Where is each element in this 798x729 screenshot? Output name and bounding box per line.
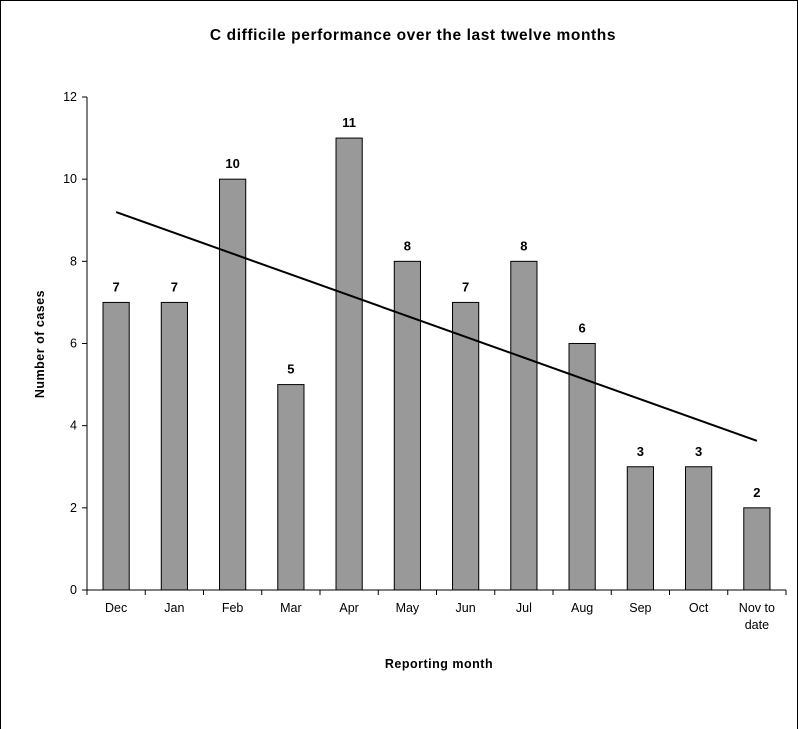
x-tick-label: Feb	[222, 601, 244, 615]
data-label: 8	[404, 238, 411, 253]
y-tick-label: 4	[70, 419, 77, 433]
x-tick-label: Jun	[456, 601, 476, 615]
y-tick-label: 0	[70, 583, 77, 597]
bar	[743, 507, 771, 591]
bar	[510, 260, 538, 591]
x-tick-label: Nov to date	[739, 601, 775, 632]
data-label: 3	[695, 444, 702, 459]
bar	[335, 137, 363, 591]
bar	[626, 466, 654, 591]
data-label: 5	[287, 362, 294, 377]
x-tick-label: May	[396, 601, 420, 615]
y-tick-label: 8	[70, 254, 77, 268]
data-label: 6	[579, 321, 586, 336]
data-label: 11	[342, 115, 356, 130]
bar	[685, 466, 713, 591]
data-label: 2	[753, 485, 760, 500]
data-label: 7	[462, 279, 469, 294]
y-tick-label: 12	[63, 90, 77, 104]
bar	[452, 301, 480, 591]
bar	[219, 178, 247, 591]
x-tick-label: Oct	[689, 601, 709, 615]
chart-title: C difficile performance over the last tw…	[210, 27, 616, 44]
data-label: 7	[171, 279, 178, 294]
x-tick-label: Apr	[339, 601, 358, 615]
data-label: 7	[113, 279, 120, 294]
y-tick-label: 10	[63, 172, 77, 186]
bar	[160, 301, 188, 591]
data-label: 10	[225, 156, 239, 171]
plot-area: 0 2 4 6 8 10 12 7 Dec 7 Jan 10 Feb 5 Mar 11 Apr 8 May 7 Jun 8…	[63, 90, 787, 632]
y-tick-label: 2	[70, 501, 77, 515]
x-tick-label: Jul	[516, 601, 532, 615]
data-label: 8	[520, 238, 527, 253]
bar	[568, 343, 596, 591]
x-tick-label: Mar	[280, 601, 302, 615]
x-tick-label: Sep	[629, 601, 651, 615]
x-tick-label: Aug	[571, 601, 593, 615]
x-tick-label: Dec	[105, 601, 127, 615]
x-tick-label: Jan	[164, 601, 184, 615]
bar	[393, 260, 421, 591]
data-label: 3	[637, 444, 644, 459]
y-axis-label: Number of cases	[33, 290, 47, 398]
bar	[277, 384, 305, 591]
y-tick-label: 6	[70, 337, 77, 351]
trendline	[115, 211, 758, 442]
bar	[102, 301, 130, 591]
x-axis-label: Reporting month	[385, 657, 493, 671]
